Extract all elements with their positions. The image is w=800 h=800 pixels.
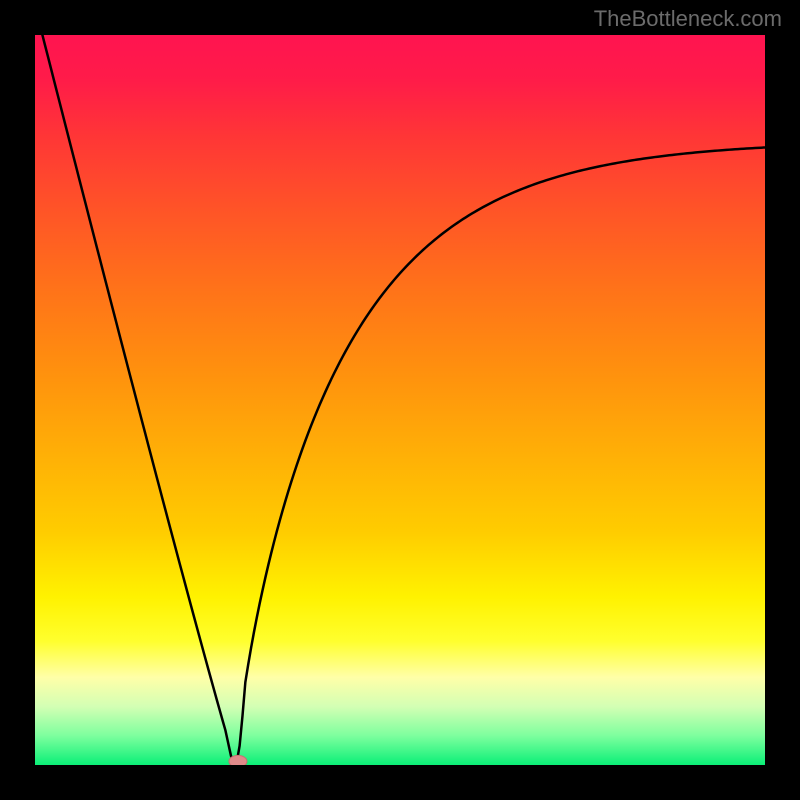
chart-gradient-background [35, 35, 765, 765]
watermark-text: TheBottleneck.com [594, 6, 782, 32]
bottleneck-chart [0, 0, 800, 800]
chart-frame: TheBottleneck.com [0, 0, 800, 800]
